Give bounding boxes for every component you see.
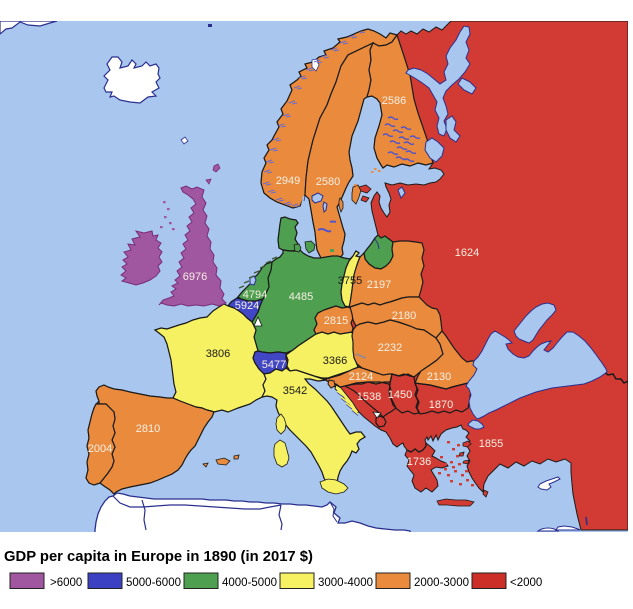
svg-text:2815: 2815 (324, 315, 348, 327)
svg-text:3806: 3806 (206, 348, 230, 360)
svg-text:2232: 2232 (378, 342, 402, 354)
svg-text:2124: 2124 (349, 371, 373, 383)
svg-text:1870: 1870 (429, 399, 453, 411)
svg-text:1538: 1538 (357, 391, 381, 403)
svg-text:2586: 2586 (382, 95, 406, 107)
svg-text:2000-3000: 2000-3000 (414, 577, 469, 589)
svg-text:2130: 2130 (427, 371, 451, 383)
svg-text:<2000: <2000 (510, 577, 542, 589)
svg-text:5477: 5477 (262, 359, 286, 371)
svg-text:2580: 2580 (316, 176, 340, 188)
svg-text:4485: 4485 (289, 291, 313, 303)
svg-text:GDP per capita in Europe in 18: GDP per capita in Europe in 1890 (in 201… (4, 549, 313, 565)
svg-text:4000-5000: 4000-5000 (222, 577, 277, 589)
svg-text:3542: 3542 (283, 385, 307, 397)
svg-text:5000-6000: 5000-6000 (126, 577, 181, 589)
svg-text:>6000: >6000 (50, 577, 82, 589)
svg-text:2949: 2949 (276, 175, 300, 187)
svg-text:2197: 2197 (367, 279, 391, 291)
svg-text:5924: 5924 (235, 300, 259, 312)
svg-text:2180: 2180 (392, 310, 416, 322)
svg-text:1450: 1450 (388, 389, 412, 401)
svg-text:1624: 1624 (455, 247, 479, 259)
svg-text:3755: 3755 (338, 275, 362, 287)
svg-text:1736: 1736 (407, 456, 431, 468)
svg-text:6976: 6976 (183, 271, 207, 283)
svg-text:4794: 4794 (243, 289, 267, 301)
svg-text:3366: 3366 (323, 355, 347, 367)
svg-text:3000-4000: 3000-4000 (318, 577, 373, 589)
svg-text:2004: 2004 (88, 443, 112, 455)
svg-text:1855: 1855 (479, 438, 503, 450)
svg-text:2810: 2810 (136, 423, 160, 435)
